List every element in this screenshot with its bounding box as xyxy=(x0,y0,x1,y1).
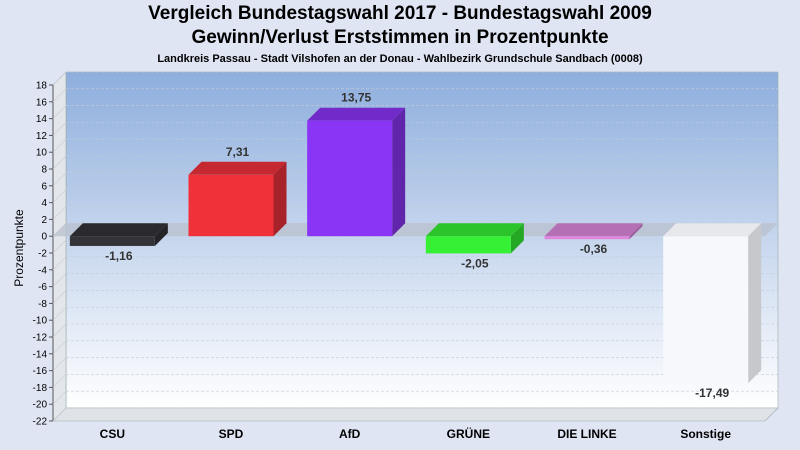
grid-line-side xyxy=(52,390,67,405)
grid-line-side xyxy=(52,138,67,153)
x-tick-label: SPD xyxy=(219,427,244,441)
y-tick-label: -12 xyxy=(33,333,48,344)
y-tick-label: 0 xyxy=(41,232,47,243)
bar-top-face xyxy=(663,223,762,237)
data-label: 13,75 xyxy=(341,91,371,105)
bar-csu xyxy=(69,223,168,246)
bar-side-face xyxy=(273,161,287,237)
bar-front-face xyxy=(69,236,155,246)
bar-side-face xyxy=(629,223,643,240)
x-tick-label: CSU xyxy=(100,427,125,441)
chart-title: Vergleich Bundestagswahl 2017 - Bundesta… xyxy=(148,3,652,24)
bar-afd xyxy=(307,107,406,237)
y-tick-label: -16 xyxy=(33,366,48,377)
bar-side-face xyxy=(154,223,168,246)
grid-line-side xyxy=(52,340,67,355)
bar-front-face xyxy=(307,120,393,237)
grid-line-side xyxy=(52,323,67,338)
grid-line-side xyxy=(52,71,67,86)
y-tick-label: -22 xyxy=(33,417,48,428)
y-tick-label: 14 xyxy=(36,114,48,125)
y-tick-label: 4 xyxy=(41,198,47,209)
grid-line-side xyxy=(52,306,67,321)
data-label: -2,05 xyxy=(461,256,489,270)
chart-subtitle: Gewinn/Verlust Erststimmen in Prozentpun… xyxy=(191,27,609,48)
grid-line-side xyxy=(52,105,67,119)
grid-line-side xyxy=(52,374,67,388)
bar-top-face xyxy=(544,223,643,237)
y-tick-label: 16 xyxy=(36,97,48,108)
y-tick-label: 6 xyxy=(41,181,47,192)
bar-front-face xyxy=(425,236,511,254)
x-tick-label: GRÜNE xyxy=(447,426,490,441)
bar-front-face xyxy=(544,236,630,240)
bar-top-face xyxy=(188,161,287,175)
y-tick-label: -8 xyxy=(38,299,47,310)
y-tick-label: -6 xyxy=(38,282,47,293)
bar-front-face xyxy=(188,174,274,237)
chart-region-caption: Landkreis Passau - Stadt Vilshofen an de… xyxy=(157,53,643,65)
y-tick-label: 8 xyxy=(41,165,47,176)
bar-top-face xyxy=(425,223,524,237)
data-label: -0,36 xyxy=(580,242,608,256)
bar-die-linke xyxy=(544,223,643,240)
y-tick-label: 2 xyxy=(41,215,47,226)
y-tick-label: -4 xyxy=(38,265,47,276)
grid-line-side xyxy=(52,357,67,371)
y-tick-label: 12 xyxy=(36,131,48,142)
bar-side-face xyxy=(392,107,406,237)
y-tick-label: -14 xyxy=(33,349,48,360)
bar-spd xyxy=(188,161,287,237)
y-tick-label: -20 xyxy=(33,400,48,411)
grid-line-side xyxy=(52,88,67,103)
grid-line-side xyxy=(52,290,67,304)
grid-line-side xyxy=(52,206,67,220)
grid-line-side xyxy=(52,122,67,136)
bar-side-face xyxy=(748,223,762,384)
x-tick-label: AfD xyxy=(339,427,361,441)
grid-line-side xyxy=(52,273,67,287)
y-tick-label: -10 xyxy=(33,316,48,327)
y-tick-label: 18 xyxy=(36,81,48,92)
x-tick-label: DIE LINKE xyxy=(557,427,616,441)
grid-line-side xyxy=(52,239,67,254)
bar-top-face xyxy=(307,107,406,121)
bar-top-face xyxy=(69,223,168,237)
data-label: 7,31 xyxy=(226,145,250,159)
bar-front-face xyxy=(663,236,749,384)
grid-line-side xyxy=(52,189,67,203)
bar-grüne xyxy=(425,223,524,254)
y-tick-label: 10 xyxy=(36,148,48,159)
y-tick-label: -18 xyxy=(33,383,48,394)
grid-line-side xyxy=(52,407,67,422)
data-label: -17,49 xyxy=(695,386,729,400)
x-tick-label: Sonstige xyxy=(680,427,731,441)
plot-floor xyxy=(52,407,779,422)
bar-side-face xyxy=(510,223,524,254)
grid-line-side xyxy=(52,256,67,271)
grid-line-side xyxy=(52,172,67,187)
y-tick-label: -2 xyxy=(38,249,47,260)
bar-sonstige xyxy=(663,223,762,384)
grid-line-side xyxy=(52,155,67,170)
data-label: -1,16 xyxy=(105,249,133,263)
